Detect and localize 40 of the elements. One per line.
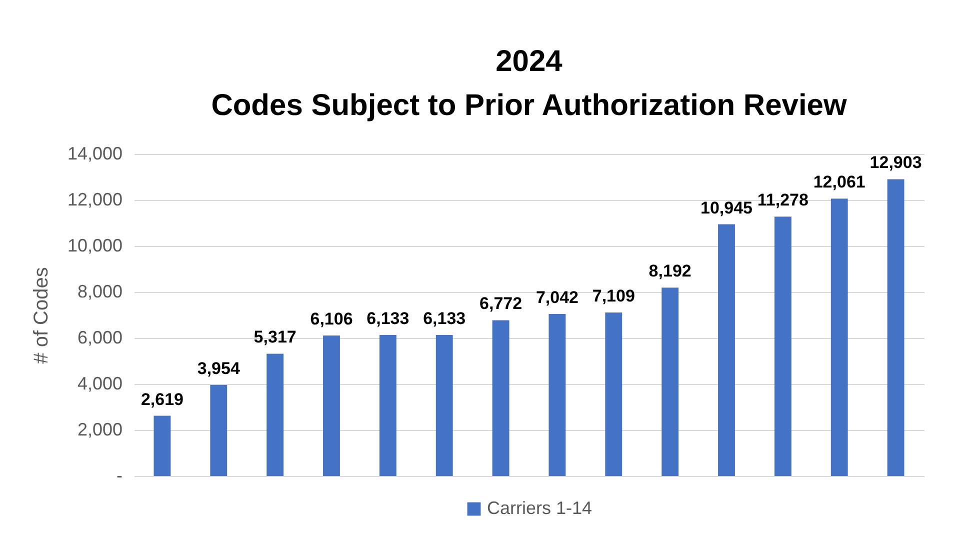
legend-label: Carriers 1-14 <box>487 498 592 518</box>
y-axis-title: # of Codes <box>30 267 52 364</box>
data-label: 12,903 <box>870 153 922 172</box>
data-label: 6,772 <box>480 294 522 314</box>
bar <box>154 416 171 476</box>
bar <box>887 179 904 476</box>
data-label: 6,106 <box>310 310 353 329</box>
chart-title: 2024 <box>496 45 563 78</box>
bar <box>830 198 848 476</box>
y-tick-label: 14,000 <box>67 144 122 164</box>
data-label: 6,133 <box>366 308 410 328</box>
bar <box>492 320 510 476</box>
y-tick-label: 12,000 <box>67 190 122 210</box>
bar <box>266 354 284 476</box>
bar <box>379 334 396 476</box>
data-label: 5,317 <box>254 328 296 347</box>
data-label: 7,109 <box>592 286 635 306</box>
y-tick-label: 6,000 <box>77 328 122 348</box>
bar <box>548 314 566 476</box>
data-label: 12,061 <box>813 172 866 192</box>
data-label: 10,945 <box>700 198 752 218</box>
y-tick-label: 8,000 <box>77 282 122 302</box>
data-label: 11,278 <box>757 190 808 210</box>
data-label: 8,192 <box>648 262 692 281</box>
y-tick-label: 10,000 <box>67 236 122 256</box>
bar <box>718 224 735 476</box>
bar <box>323 336 340 476</box>
bar <box>436 334 453 476</box>
data-label: 2,619 <box>140 390 184 409</box>
bar <box>605 312 622 476</box>
bar <box>774 216 792 476</box>
chart-subtitle: Codes Subject to Prior Authorization Review <box>211 89 848 122</box>
bar <box>662 288 679 476</box>
bar <box>210 385 228 476</box>
y-tick-label: - <box>116 466 122 486</box>
y-tick-label: 4,000 <box>77 374 122 394</box>
data-label: 6,133 <box>423 308 466 328</box>
data-label: 3,954 <box>197 359 240 378</box>
y-tick-label: 2,000 <box>77 420 122 440</box>
data-label: 7,042 <box>536 288 578 308</box>
